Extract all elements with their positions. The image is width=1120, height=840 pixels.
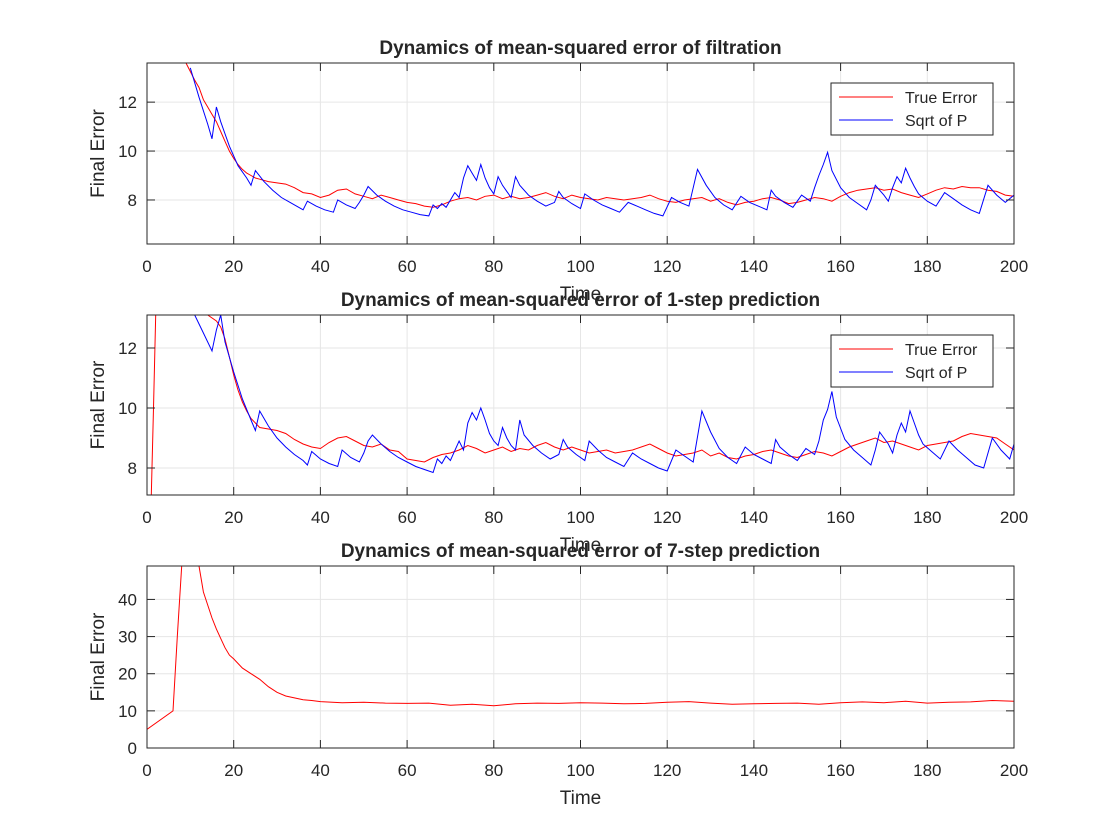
x-tick-label: 180	[913, 761, 941, 780]
y-tick-label: 10	[118, 702, 137, 721]
y-tick-label: 20	[118, 665, 137, 684]
subplot-2: 0 20 40 60 80 100 120 140 160 180 200 8 10 12 Dynamics…	[88, 290, 1028, 556]
series-line-2	[189, 67, 1014, 217]
x-tick-label: 20	[224, 257, 243, 276]
chart-title: Dynamics of mean-squared error of filtra…	[379, 38, 781, 59]
series-line-1	[147, 566, 1014, 730]
x-axis-label: Time	[560, 788, 602, 809]
y-tick-label: 40	[118, 590, 137, 609]
x-tick-label: 0	[142, 257, 151, 276]
y-tick-label: 10	[118, 142, 137, 161]
legend-label: True Error	[905, 90, 978, 107]
x-tick-label: 60	[398, 257, 417, 276]
x-tick-label: 140	[740, 761, 768, 780]
x-tick-label: 20	[224, 508, 243, 527]
series-line-2	[194, 315, 1014, 474]
y-tick-label: 30	[118, 628, 137, 647]
x-axis-label: Time	[560, 284, 602, 305]
legend-label: Sqrt of P	[905, 113, 967, 130]
x-tick-label: 140	[740, 257, 768, 276]
y-axis-label: Final Error	[88, 108, 109, 197]
x-tick-label: 20	[224, 761, 243, 780]
y-tick-label: 12	[118, 93, 137, 112]
x-tick-label: 60	[398, 761, 417, 780]
series-line-1	[150, 315, 1014, 495]
x-tick-label: 100	[566, 761, 594, 780]
x-tick-label: 160	[826, 257, 854, 276]
x-tick-label: 40	[311, 508, 330, 527]
legend: True Error Sqrt of P	[830, 334, 994, 388]
x-tick-label: 200	[1000, 257, 1028, 276]
legend-label: Sqrt of P	[905, 365, 967, 382]
x-tick-label: 60	[398, 508, 417, 527]
x-tick-label: 140	[740, 508, 768, 527]
x-tick-label: 0	[142, 761, 151, 780]
x-tick-label: 40	[311, 257, 330, 276]
x-tick-label: 120	[653, 257, 681, 276]
x-tick-label: 120	[653, 761, 681, 780]
legend-box	[830, 334, 994, 388]
x-tick-label: 200	[1000, 508, 1028, 527]
chart-title: Dynamics of mean-squared error of 7-step…	[341, 541, 820, 562]
y-tick-label: 0	[128, 739, 137, 758]
series-line-1	[185, 63, 1014, 208]
y-axis-label: Final Error	[88, 612, 109, 701]
legend-box	[830, 82, 994, 136]
x-tick-label: 200	[1000, 761, 1028, 780]
x-tick-label: 100	[566, 508, 594, 527]
x-tick-label: 40	[311, 761, 330, 780]
subplot-1: 0 20 40 60 80 100 120 140 160 180 200 8 10 12 Dynamics…	[88, 38, 1028, 305]
chart-title: Dynamics of mean-squared error of 1-step…	[341, 290, 820, 311]
x-tick-label: 180	[913, 508, 941, 527]
x-tick-label: 80	[484, 257, 503, 276]
y-tick-label: 8	[128, 459, 137, 478]
legend-label: True Error	[905, 342, 978, 359]
y-tick-label: 12	[118, 339, 137, 358]
x-tick-label: 80	[484, 508, 503, 527]
x-tick-label: 100	[566, 257, 594, 276]
y-tick-label: 8	[128, 191, 137, 210]
x-tick-label: 0	[142, 508, 151, 527]
x-tick-label: 80	[484, 761, 503, 780]
y-tick-label: 10	[118, 399, 137, 418]
x-axis-label: Time	[560, 535, 602, 556]
subplot-3: 0 20 40 60 80 100 120 140 160 180 200 0 10 20 30 40 Dyna…	[88, 541, 1028, 809]
y-axis-label: Final Error	[88, 360, 109, 449]
x-tick-label: 160	[826, 761, 854, 780]
legend: True Error Sqrt of P	[830, 82, 994, 136]
x-tick-label: 160	[826, 508, 854, 527]
x-tick-label: 120	[653, 508, 681, 527]
x-tick-label: 180	[913, 257, 941, 276]
